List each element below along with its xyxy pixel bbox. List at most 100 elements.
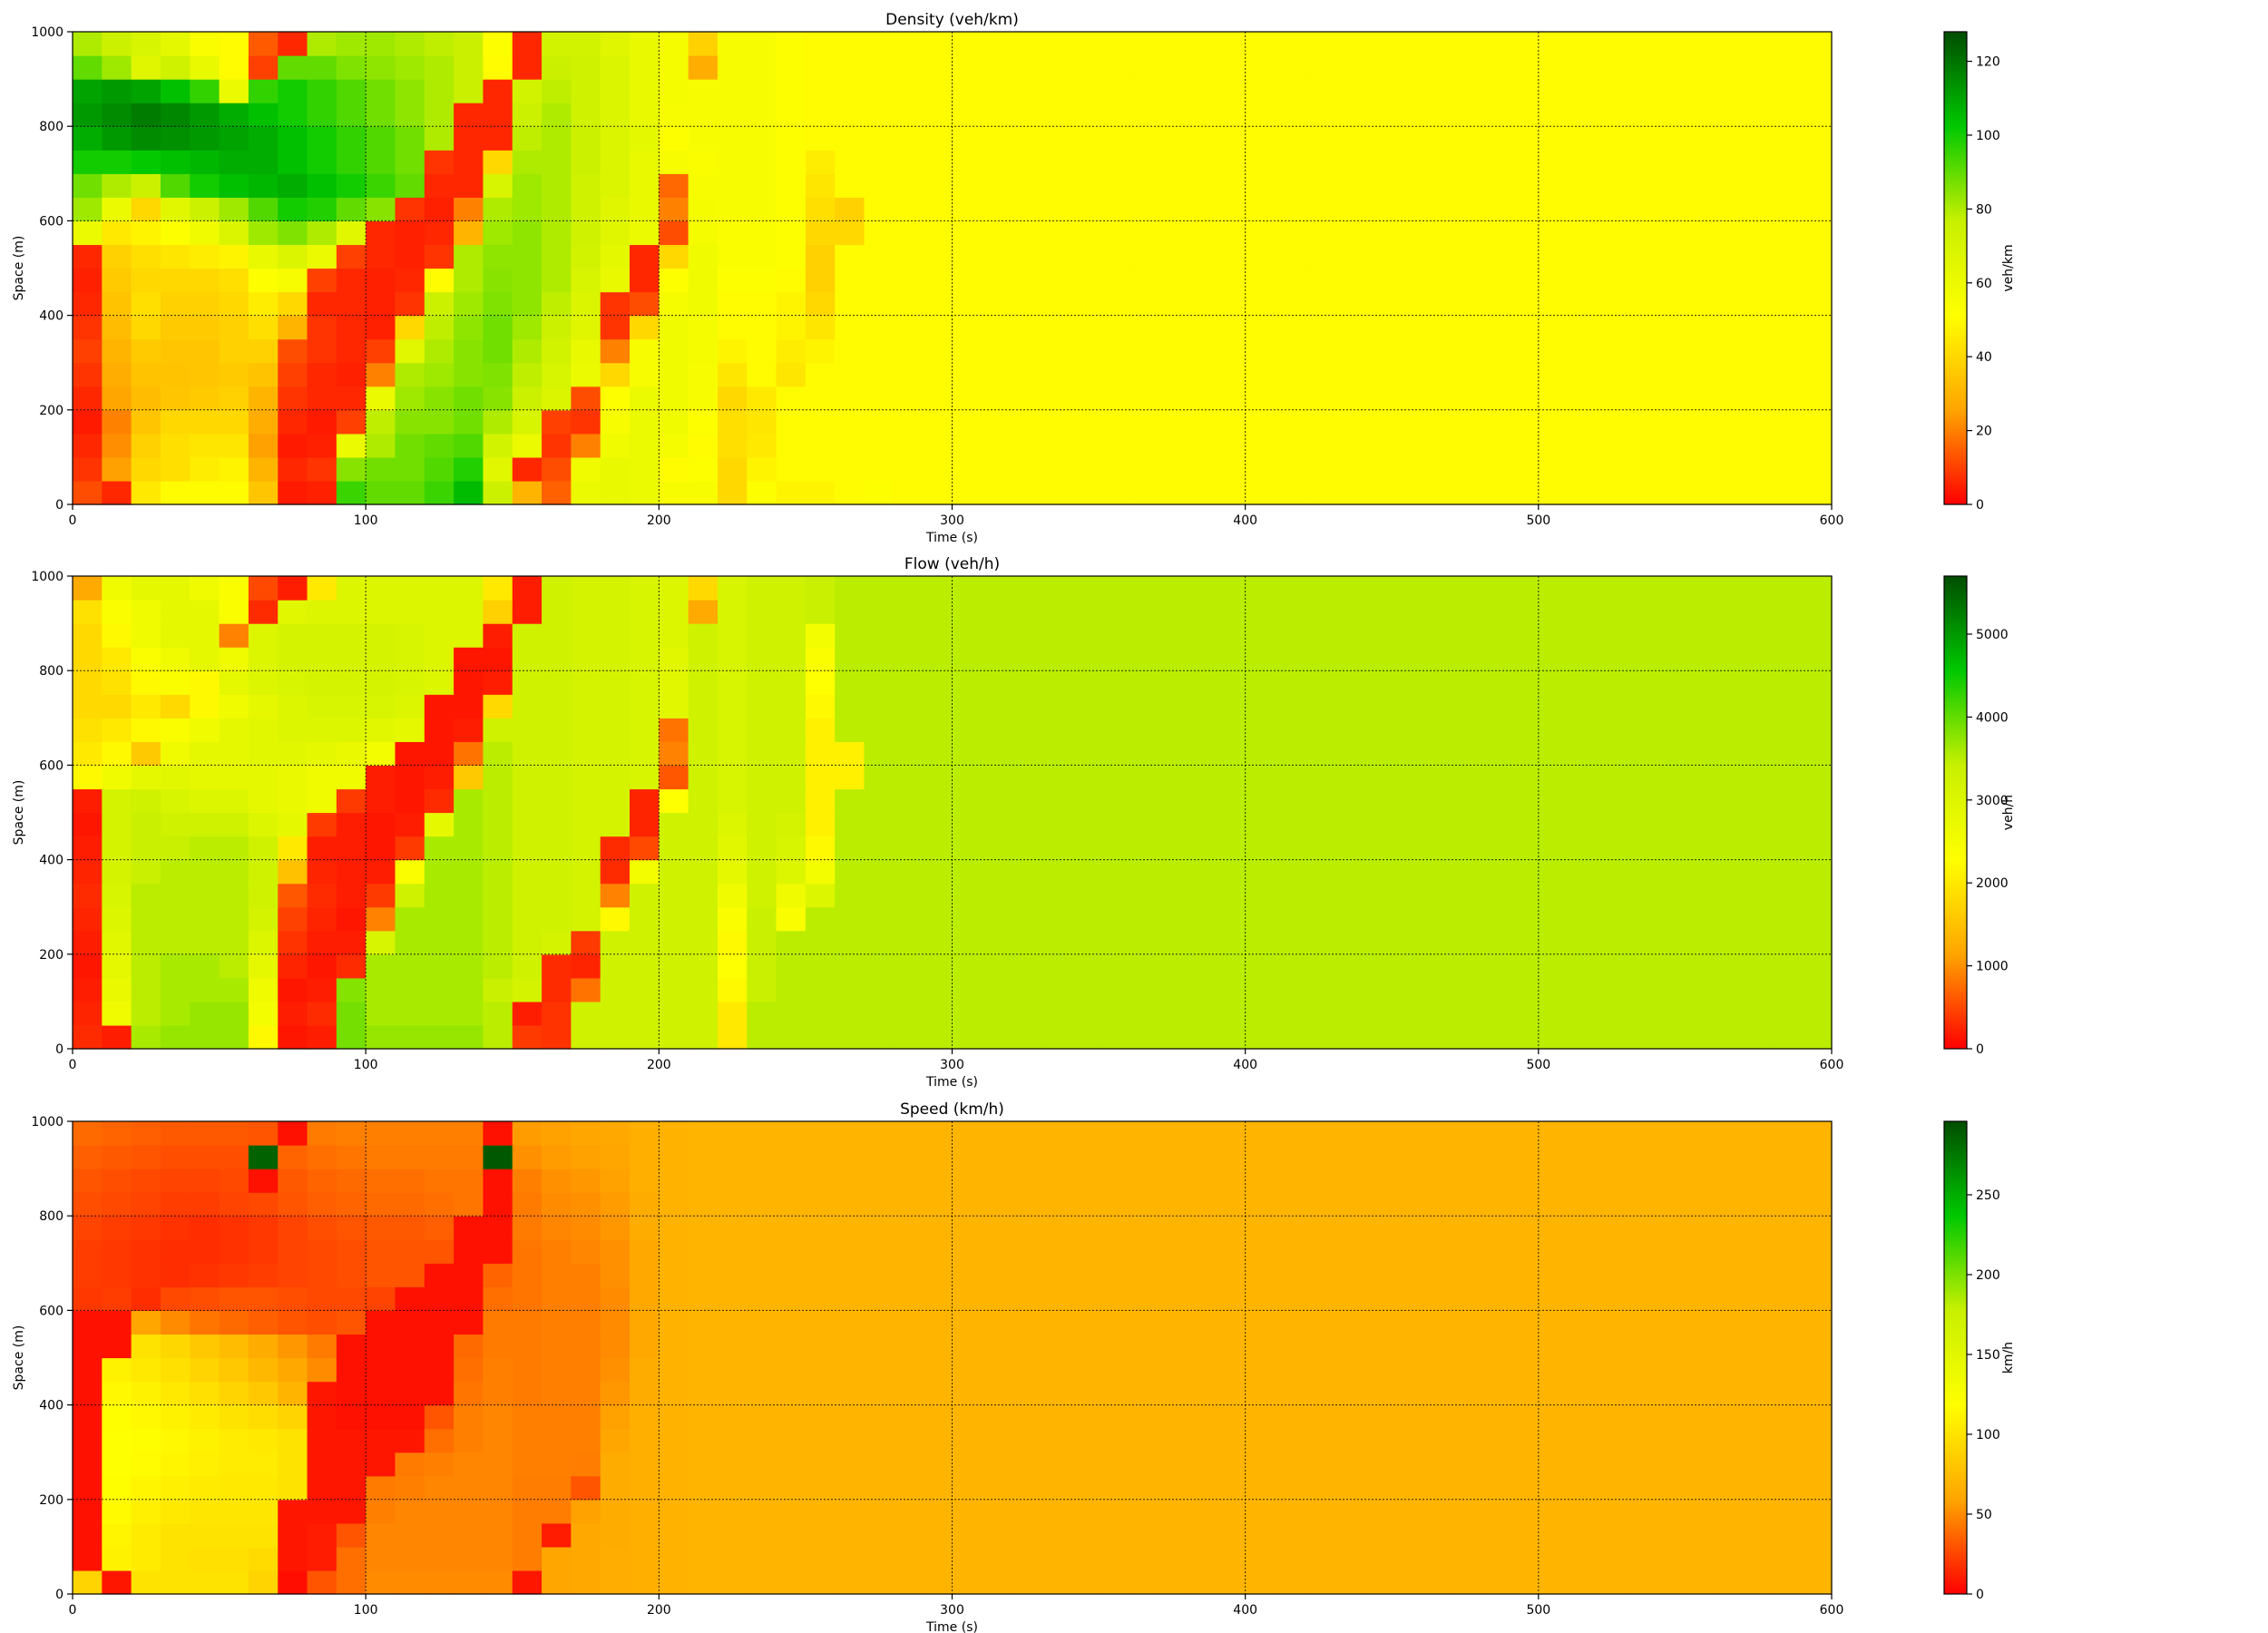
heatmap-cell <box>336 1145 367 1169</box>
x-axis-label: Time (s) <box>925 531 978 545</box>
heatmap-cell <box>1714 670 1745 695</box>
heatmap-cell <box>659 1216 689 1240</box>
heatmap-cell <box>747 362 777 387</box>
heatmap-cell <box>1626 315 1657 340</box>
heatmap-cell <box>835 859 865 885</box>
heatmap-cell <box>981 1428 1012 1453</box>
heatmap-cell <box>1245 1286 1276 1311</box>
heatmap-cell <box>1538 1263 1569 1287</box>
heatmap-cell <box>219 1404 249 1430</box>
heatmap-cell <box>1187 1145 1217 1169</box>
heatmap-cell <box>1245 765 1276 790</box>
heatmap-cell <box>1773 1381 1804 1406</box>
heatmap-cell <box>835 1381 865 1406</box>
heatmap-cell <box>630 362 660 387</box>
heatmap-cell <box>1568 1192 1598 1217</box>
heatmap-cell <box>1099 1428 1129 1453</box>
heatmap-cell <box>717 600 748 624</box>
heatmap-cell <box>1245 1145 1276 1169</box>
heatmap-cell <box>395 1310 425 1335</box>
heatmap-cell <box>1040 1263 1070 1287</box>
heatmap-cell <box>190 1001 220 1026</box>
heatmap-cell <box>454 1024 484 1050</box>
heatmap-cell <box>248 1286 279 1311</box>
heatmap-cell <box>102 244 132 269</box>
heatmap-cell <box>1685 741 1716 766</box>
heatmap-cell <box>278 1192 308 1217</box>
heatmap-cell <box>102 409 132 435</box>
heatmap-cell <box>981 741 1012 766</box>
heatmap-cell <box>1744 1499 1774 1524</box>
heatmap-cell <box>1626 1428 1657 1453</box>
heatmap-cell <box>952 1310 982 1335</box>
heatmap-cell <box>923 1263 953 1287</box>
heatmap-cell <box>1802 1428 1833 1453</box>
heatmap-cell <box>1744 694 1774 719</box>
heatmap-cell <box>1304 836 1334 861</box>
heatmap-cell <box>1802 765 1833 790</box>
heatmap-cell <box>73 1499 103 1524</box>
heatmap-cell <box>512 906 543 932</box>
heatmap-cell <box>717 836 748 861</box>
heatmap-cell <box>1802 1475 1833 1501</box>
heatmap-cell <box>1069 883 1100 908</box>
heatmap-cell <box>864 55 894 80</box>
heatmap-cell <box>1773 315 1804 340</box>
heatmap-cell <box>1392 244 1422 269</box>
heatmap-cell <box>600 930 631 955</box>
heatmap-cell <box>1538 291 1569 317</box>
heatmap-cell <box>542 1475 572 1501</box>
heatmap-cell <box>73 812 103 837</box>
heatmap-cell <box>1538 812 1569 837</box>
heatmap-cell <box>1685 1145 1716 1169</box>
heatmap-cell <box>1802 126 1833 151</box>
heatmap-cell <box>1597 480 1628 505</box>
heatmap-cell <box>1216 836 1246 861</box>
heatmap-cell <box>1304 1546 1334 1571</box>
heatmap-cell <box>160 1286 191 1311</box>
heatmap-cell <box>1333 1216 1364 1240</box>
heatmap-cell <box>542 1263 572 1287</box>
heatmap-cell <box>366 1239 396 1264</box>
heatmap-cell <box>483 1192 513 1217</box>
heatmap-cell <box>131 173 161 198</box>
heatmap-cell <box>483 600 513 624</box>
heatmap-cell <box>805 953 836 979</box>
heatmap-cell <box>395 409 425 435</box>
heatmap-cell <box>424 32 455 56</box>
heatmap-cell <box>923 480 953 505</box>
heatmap-cell <box>1421 883 1452 908</box>
heatmap-cell <box>73 103 103 127</box>
heatmap-cell <box>1362 906 1393 932</box>
heatmap-cell <box>1362 1428 1393 1453</box>
heatmap-cell <box>1187 173 1217 198</box>
heatmap-cell <box>864 694 894 719</box>
heatmap-cell <box>483 883 513 908</box>
heatmap-cell <box>571 1024 601 1050</box>
heatmap-cell <box>1597 1381 1628 1406</box>
heatmap-cell <box>1040 1145 1070 1169</box>
heatmap-cell <box>1069 32 1100 56</box>
heatmap-cell <box>1392 1216 1422 1240</box>
heatmap-cell <box>923 1024 953 1050</box>
heatmap-cell <box>1099 103 1129 127</box>
heatmap-cell <box>1392 1169 1422 1193</box>
heatmap-cell <box>1304 1286 1334 1311</box>
heatmap-cell <box>571 244 601 269</box>
heatmap-cell <box>1714 1286 1745 1311</box>
heatmap-cell <box>1538 1569 1569 1595</box>
heatmap-cell <box>278 1024 308 1050</box>
heatmap-cell <box>1392 741 1422 766</box>
heatmap-cell <box>893 1263 924 1287</box>
heatmap-cell <box>688 647 719 671</box>
heatmap-cell <box>73 173 103 198</box>
heatmap-cell <box>952 1121 982 1146</box>
heatmap-cell <box>776 362 807 387</box>
heatmap-cell <box>923 859 953 885</box>
heatmap-cell <box>1069 173 1100 198</box>
heatmap-cell <box>805 1024 836 1050</box>
heatmap-cell <box>1509 576 1540 601</box>
heatmap-cell <box>893 1334 924 1359</box>
heatmap-cell <box>1450 1310 1481 1335</box>
heatmap-cell <box>1568 173 1598 198</box>
